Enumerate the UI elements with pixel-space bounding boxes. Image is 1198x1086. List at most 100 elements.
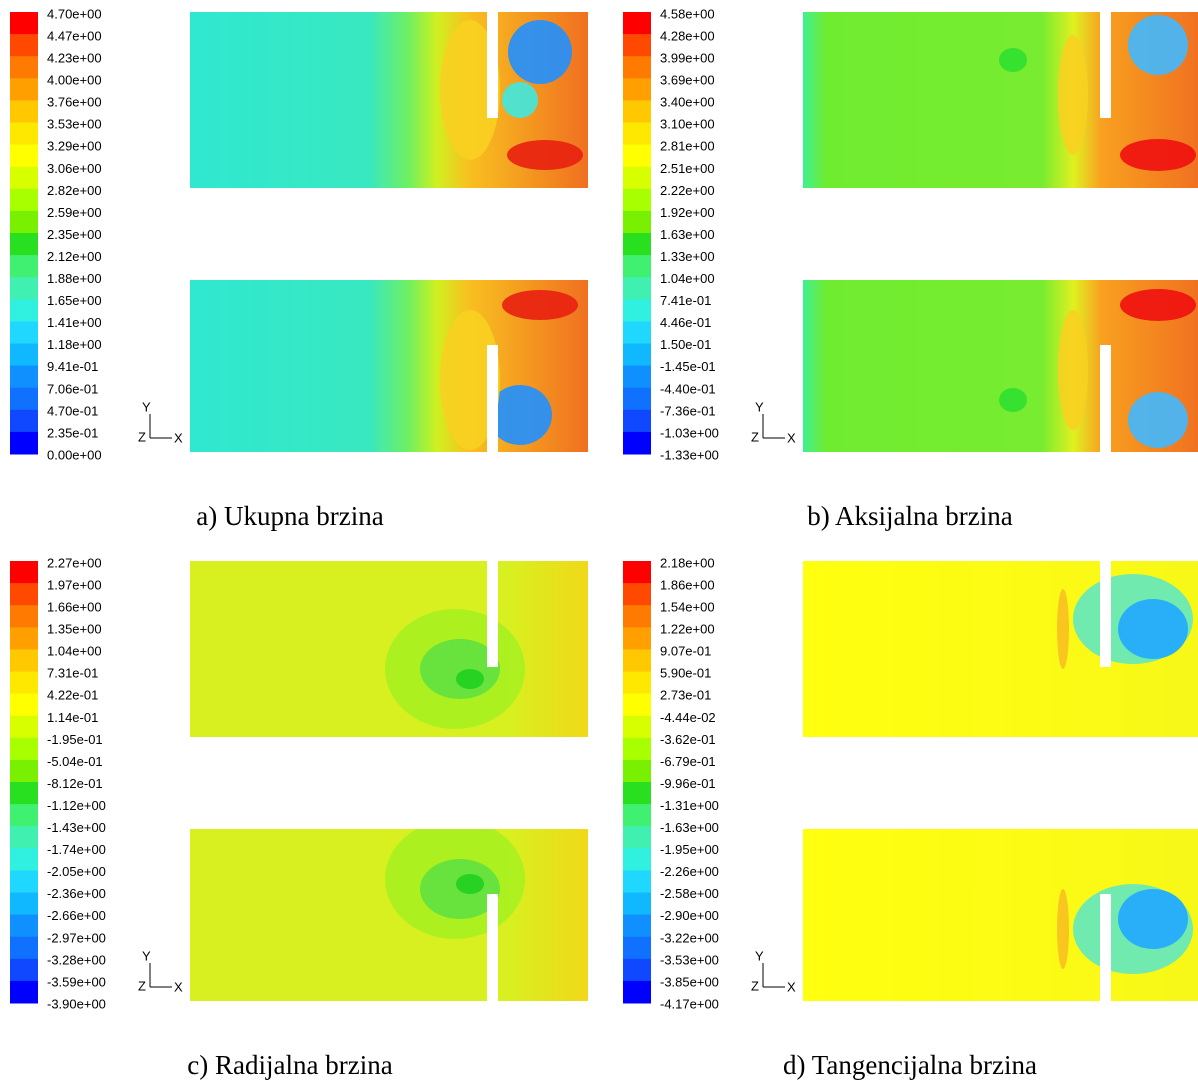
colorbar-swatch xyxy=(10,892,38,916)
axis-label-x: X xyxy=(174,979,183,994)
contour-blob xyxy=(1057,589,1069,669)
colorbar-label: -1.33e+00 xyxy=(660,447,719,462)
colorbar-swatch xyxy=(10,365,38,389)
colorbar-swatch xyxy=(10,299,38,322)
colorbar-swatch xyxy=(623,56,651,79)
colorbar-swatch xyxy=(10,671,38,695)
colorbar-label: -9.96e-01 xyxy=(660,776,716,791)
colorbar-label: 1.92e+00 xyxy=(660,205,715,220)
colorbar-label: 2.51e+00 xyxy=(660,161,715,176)
colorbar-swatch xyxy=(623,914,651,938)
axis-label-y: Y xyxy=(142,948,151,963)
colorbar-label: 1.04e+00 xyxy=(660,271,715,286)
baffle xyxy=(1100,345,1111,452)
colorbar-label: 4.70e+00 xyxy=(47,6,102,21)
colorbar-label: 4.22e-01 xyxy=(47,688,98,703)
colorbar-label: 1.50e-01 xyxy=(660,337,711,352)
colorbar-swatch xyxy=(623,233,651,256)
colorbar-swatch xyxy=(623,144,651,168)
axis-label-z: Z xyxy=(751,978,759,993)
colorbar-label: 1.54e+00 xyxy=(660,600,715,615)
colorbar-swatch xyxy=(623,605,651,628)
colorbar-swatch xyxy=(10,343,38,367)
colorbar-label: 2.18e+00 xyxy=(660,555,715,570)
colorbar-swatch xyxy=(623,78,651,101)
panel: 4.70e+00 4.47e+00 4.23e+00 4.00e+00 3.76e+00… xyxy=(10,6,588,531)
colorbar-label: 2.12e+00 xyxy=(47,249,102,264)
colorbar-swatch xyxy=(10,782,38,805)
colorbar-swatch xyxy=(623,277,651,300)
caption: c) Radijalna brzina xyxy=(187,1050,392,1080)
colorbar-label: 1.33e+00 xyxy=(660,249,715,264)
colorbar-label: -2.90e+00 xyxy=(660,908,719,923)
colorbar-label: 4.58e+00 xyxy=(660,6,715,21)
colorbar-swatch xyxy=(10,122,38,146)
colorbar-swatch xyxy=(623,255,651,278)
caption: b) Aksijalna brzina xyxy=(807,501,1012,531)
colorbar-swatch xyxy=(623,166,651,190)
colorbar-label: 1.86e+00 xyxy=(660,577,715,592)
axis-label-x: X xyxy=(174,430,183,445)
colorbar-label: 2.82e+00 xyxy=(47,183,102,198)
baffle xyxy=(487,561,498,667)
colorbar-label: 3.06e+00 xyxy=(47,161,102,176)
colorbar-label: -3.28e+00 xyxy=(47,952,106,967)
colorbar-label: 7.31e-01 xyxy=(47,666,98,681)
baffle xyxy=(1100,894,1111,1001)
colorbar-label: -1.95e-01 xyxy=(47,732,103,747)
colorbar-label: 1.35e+00 xyxy=(47,622,102,637)
colorbar-swatch xyxy=(623,715,651,739)
colorbar-label: 1.88e+00 xyxy=(47,271,102,286)
axis-label-z: Z xyxy=(138,429,146,444)
colorbar-swatch xyxy=(10,561,38,584)
colorbar-swatch xyxy=(10,605,38,628)
axis-label-z: Z xyxy=(138,978,146,993)
colorbar-label: -2.05e+00 xyxy=(47,864,106,879)
colorbar-label: 4.46e-01 xyxy=(660,315,711,330)
axis-label-y: Y xyxy=(755,948,764,963)
colorbar-swatch xyxy=(10,56,38,79)
baffle xyxy=(487,345,498,452)
axis-label-y: Y xyxy=(142,399,151,414)
colorbar-swatch xyxy=(623,387,651,411)
colorbar-swatch xyxy=(623,737,651,761)
colorbar-swatch xyxy=(623,870,651,893)
colorbar-label: -1.45e-01 xyxy=(660,359,716,374)
colorbar-swatch xyxy=(10,34,38,57)
colorbar-label: 4.28e+00 xyxy=(660,28,715,43)
colorbar-swatch xyxy=(10,12,38,35)
contour-blob xyxy=(440,20,500,160)
caption: d) Tangencijalna brzina xyxy=(783,1050,1037,1080)
contour-blob xyxy=(502,290,578,320)
colorbar-label: 4.23e+00 xyxy=(47,51,102,66)
colorbar-label: -8.12e-01 xyxy=(47,776,103,791)
colorbar-swatch xyxy=(10,166,38,190)
colorbar-label: 9.07e-01 xyxy=(660,644,711,659)
colorbar-label: -3.22e+00 xyxy=(660,930,719,945)
contour-plot xyxy=(803,561,1198,1001)
contour-blob xyxy=(999,388,1027,412)
colorbar-swatch xyxy=(10,715,38,739)
contour-blob xyxy=(456,669,484,689)
colorbar-label: -2.36e+00 xyxy=(47,886,106,901)
colorbar-swatch xyxy=(10,277,38,300)
colorbar-swatch xyxy=(623,210,651,234)
colorbar-swatch xyxy=(10,649,38,672)
colorbar-label: 4.00e+00 xyxy=(47,73,102,88)
colorbar-swatch xyxy=(10,233,38,256)
colorbar-swatch xyxy=(623,34,651,57)
contour-plot xyxy=(190,561,588,1001)
contour-blob xyxy=(1118,889,1188,949)
colorbar-swatch xyxy=(10,583,38,606)
contour-blob xyxy=(1128,15,1188,75)
colorbar-label: -1.03e+00 xyxy=(660,425,719,440)
colorbar-swatch xyxy=(10,210,38,234)
colorbar-swatch xyxy=(10,848,38,871)
contour-blob xyxy=(488,385,552,445)
colorbar-swatch xyxy=(10,188,38,212)
colorbar-swatch xyxy=(623,671,651,695)
colorbar-label: 1.66e+00 xyxy=(47,600,102,615)
contour-blob xyxy=(1120,139,1196,171)
contour-region xyxy=(803,12,1198,452)
axis-label-x: X xyxy=(787,430,796,445)
